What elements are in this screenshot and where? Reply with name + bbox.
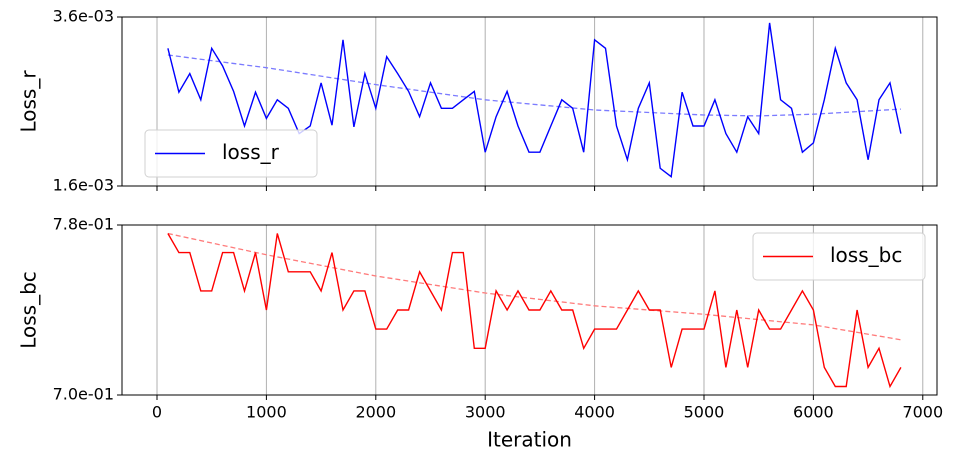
axes-frame bbox=[121, 16, 938, 187]
y-tick-label: 3.6e-03 bbox=[53, 7, 114, 26]
legend: loss_bc bbox=[752, 232, 926, 281]
legend-box bbox=[752, 232, 926, 281]
x-tick-label: 1000 bbox=[246, 403, 287, 422]
axes-frame bbox=[121, 224, 938, 396]
subplot: 1.6e-03 3.6e-03 Loss_r loss_r bbox=[17, 7, 938, 195]
trend-line bbox=[167, 54, 901, 117]
y-tick-label: 7.8e-01 bbox=[53, 215, 114, 234]
x-tick-label: 5000 bbox=[684, 403, 725, 422]
x-tick-label: 2000 bbox=[355, 403, 396, 422]
subplot: 0 1000 2000 3000 4000 5000 6000 7000 7.0e-01 7.8e… bbox=[17, 215, 944, 452]
y-axis-label: Loss_bc bbox=[17, 271, 41, 349]
legend-label: loss_bc bbox=[830, 243, 902, 267]
x-axis-label: Iteration bbox=[487, 428, 572, 452]
y-axis-label: Loss_r bbox=[17, 70, 41, 133]
x-tick-label: 0 bbox=[152, 403, 162, 422]
y-tick-label: 1.6e-03 bbox=[53, 176, 114, 195]
legend: loss_r bbox=[144, 129, 318, 178]
x-tick-label: 7000 bbox=[902, 403, 943, 422]
data-line bbox=[167, 233, 902, 389]
y-tick-label: 7.0e-01 bbox=[53, 385, 114, 404]
x-tick-label: 6000 bbox=[793, 403, 834, 422]
legend-box bbox=[144, 129, 318, 178]
legend-label: loss_r bbox=[222, 140, 280, 164]
data-line bbox=[167, 22, 902, 178]
trend-line bbox=[167, 232, 902, 341]
x-tick-label: 3000 bbox=[465, 403, 506, 422]
x-tick-label: 4000 bbox=[574, 403, 615, 422]
